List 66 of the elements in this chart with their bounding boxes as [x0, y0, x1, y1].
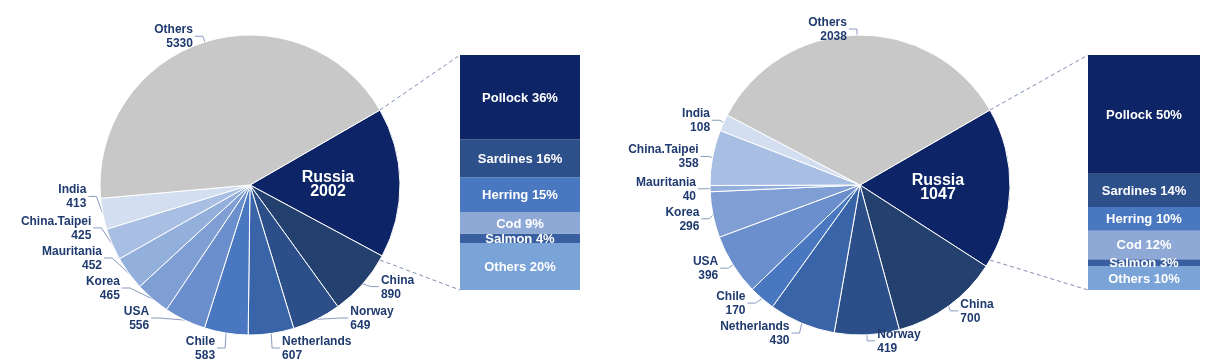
slice-label: Norway: [877, 326, 921, 341]
series-label: Pollock: [1106, 106, 1154, 122]
slice-label: China.Taipei: [20, 213, 92, 228]
slice-label: Netherlands: [720, 319, 790, 334]
data-label: 15%: [531, 187, 559, 203]
slice-label: Chile: [185, 334, 216, 348]
series-label: Salmon: [1109, 255, 1157, 271]
data-label: 419: [877, 340, 898, 355]
data-label: 583: [195, 348, 216, 362]
slice-label: Others: [154, 22, 194, 37]
slice-label: Mauritania: [41, 244, 103, 258]
slice-label: Netherlands: [282, 334, 352, 348]
data-label: 649: [350, 318, 371, 332]
series-label: Salmon: [485, 230, 533, 246]
data-label: 556: [129, 318, 150, 332]
data-label: 2038: [820, 29, 848, 44]
slice-label: USA: [692, 254, 719, 269]
data-label: 5330: [166, 36, 194, 51]
series-label: Sardines: [1101, 182, 1157, 198]
data-label: 413: [66, 196, 87, 211]
data-label: 296: [679, 218, 700, 233]
slice-label: Mauritania: [636, 174, 697, 189]
data-label: 20%: [529, 259, 557, 274]
data-label: 170: [725, 303, 746, 318]
data-label: 9%: [525, 215, 545, 231]
data-label: 50%: [1155, 106, 1183, 122]
data-label: 425: [71, 227, 92, 242]
data-label: 465: [99, 288, 121, 302]
data-label: 4%: [535, 230, 556, 246]
slice-label: China.Taipei: [628, 142, 699, 157]
series-label: Pollock: [482, 89, 530, 105]
data-label: 890: [380, 286, 402, 301]
data-label: 36%: [531, 89, 559, 105]
slice-label: China: [960, 296, 994, 311]
data-label: 14%: [1160, 182, 1187, 198]
data-label: 10%: [1153, 270, 1181, 286]
data-label: 2002: [310, 182, 346, 200]
slice-label: China: [380, 272, 415, 287]
slice-label: India: [58, 182, 87, 197]
slice-label: Korea: [665, 204, 700, 219]
series-label: Sardines: [477, 150, 533, 166]
data-label: 607: [282, 348, 303, 362]
data-label: 3%: [1159, 255, 1180, 271]
data-label: 700: [960, 310, 981, 325]
data-label: 12%: [1145, 237, 1172, 253]
data-label: 430: [769, 333, 790, 348]
slice-label: Others: [808, 15, 848, 30]
slice-label: USA: [123, 304, 150, 318]
series-label: Others: [484, 259, 527, 274]
slice-label: Norway: [350, 304, 394, 318]
data-label: 40: [682, 188, 697, 203]
series-label: Cod: [496, 215, 522, 231]
data-label: 108: [690, 120, 711, 135]
series-label: Herring: [482, 187, 529, 203]
series-label: Herring: [1106, 211, 1153, 227]
data-label: 1047: [920, 185, 956, 203]
series-label: Others: [1108, 270, 1151, 286]
data-label: 396: [698, 268, 719, 283]
data-label: 452: [81, 258, 103, 272]
data-label: 16%: [536, 150, 563, 166]
slice-label: India: [682, 106, 711, 121]
data-label: 10%: [1155, 211, 1183, 227]
slice-label: Korea: [85, 274, 121, 288]
series-label: Cod: [1116, 237, 1142, 253]
data-label: 358: [678, 156, 699, 171]
slice-label: Chile: [716, 289, 746, 304]
